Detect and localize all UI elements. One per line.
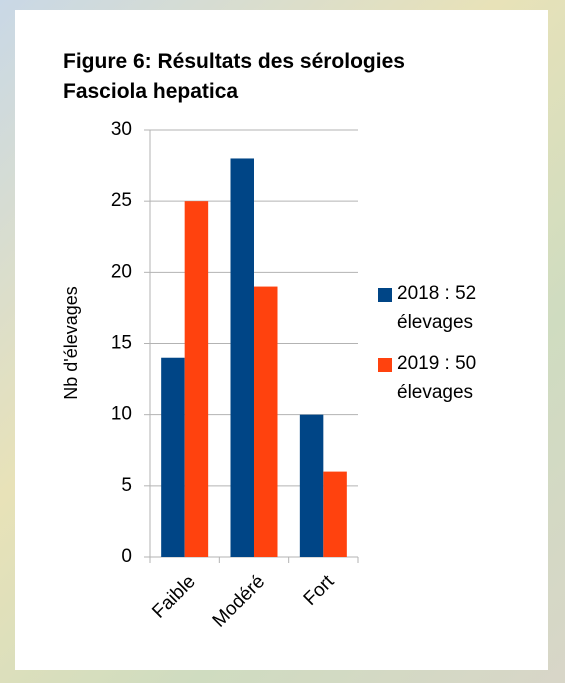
chart-subtitle: Fasciola hepatica <box>63 80 238 103</box>
y-tick-label: 20 <box>111 261 132 282</box>
legend-label: 2018 : 52 élevages <box>397 279 522 337</box>
chart: Figure 6: Résultats des sérologies Fasci… <box>0 0 565 683</box>
y-tick-label: 10 <box>111 404 132 425</box>
y-tick-label: 0 <box>121 546 132 567</box>
legend-item: 2019 : 50 élevages <box>397 349 522 411</box>
y-tick-label: 15 <box>111 333 132 354</box>
y-axis-label: Nb d'élevages <box>61 286 81 400</box>
bar <box>185 201 209 557</box>
bar <box>323 472 347 557</box>
bar <box>300 415 324 557</box>
legend-item: 2018 : 52 élevages <box>397 279 522 341</box>
legend-swatch <box>378 358 392 372</box>
y-tick-label: 5 <box>121 475 132 496</box>
page: {"chart_data": {"type": "bar", "title": … <box>0 0 565 683</box>
chart-title: Figure 6: Résultats des sérologies <box>63 50 405 73</box>
legend-swatch <box>378 288 392 302</box>
y-tick-label: 30 <box>111 119 132 140</box>
bar <box>161 358 185 557</box>
y-tick-label: 25 <box>111 190 132 211</box>
bar <box>231 158 255 557</box>
legend-label: 2019 : 50 élevages <box>397 349 522 407</box>
bar <box>254 287 278 557</box>
